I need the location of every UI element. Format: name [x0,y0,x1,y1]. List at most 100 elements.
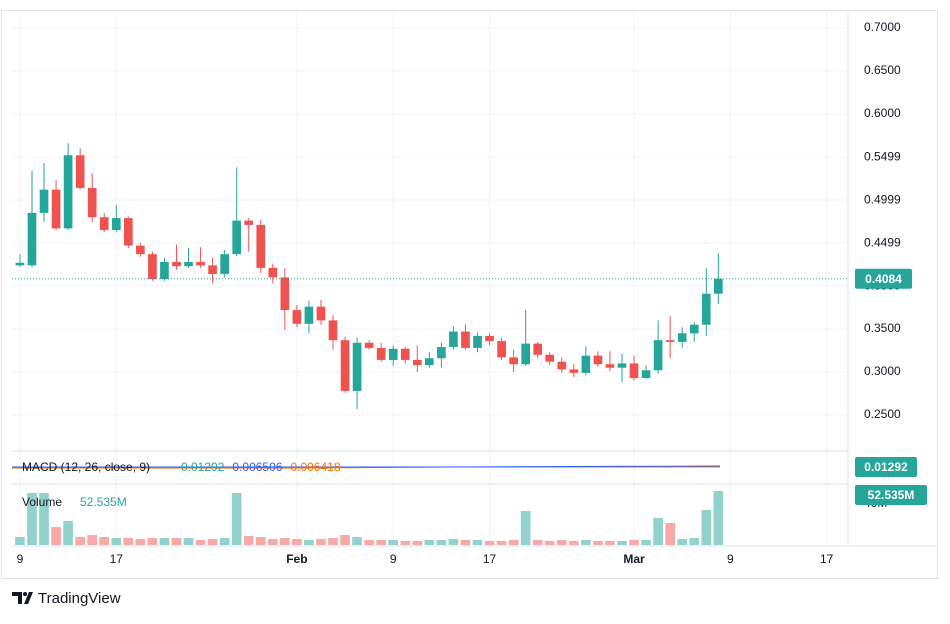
candle-body [509,357,518,365]
volume-bar [496,540,507,545]
candle-body [473,335,482,348]
y-tick-label: 0.3000 [864,364,901,378]
x-tick-label: Mar [623,552,645,566]
last-price-box [855,268,912,289]
volume-bar [316,539,326,545]
volume-bar [484,540,495,545]
volume-bar [689,538,700,545]
candle-body [196,261,205,266]
y-tick-label: 0.2500 [864,407,901,421]
macd-line [12,465,721,468]
candle-body [123,218,133,246]
candle-body [449,331,458,348]
x-tick-label: 9 [390,552,397,566]
y-tick-label: 0.7000 [864,20,901,34]
x-tick-label: 9 [727,552,734,566]
candle-body [63,155,73,229]
candle-body [521,343,530,365]
candle-body [148,254,157,280]
candle-body [653,340,663,371]
volume-label: Volume [22,495,62,509]
candle-body [99,217,109,231]
candle-body [184,261,193,267]
candle-body [160,261,169,280]
y-tick-label: 0.3500 [864,321,901,335]
candle-body [437,347,446,359]
volume-bar [581,539,591,545]
candle-body [27,212,37,266]
volume-bar [701,509,712,545]
labels: MACD (12, 26, close, 9) Volume 52.535M 9… [17,20,927,566]
candle-body [352,342,362,391]
candle-body [581,355,591,373]
candle-body [340,340,350,391]
candle-body [111,218,121,231]
volume-bar [617,540,627,545]
volume-bar [460,539,471,545]
volume-bar [520,510,531,545]
candle-body [280,277,290,311]
volume-bar [641,539,651,545]
volume-bar [328,538,338,545]
volume-bar [207,539,218,545]
brand-name: TradingView [38,590,121,607]
volume-bar [593,540,603,545]
candle-body [136,245,145,255]
x-tick-label: 17 [820,552,834,566]
candle-body [220,254,229,274]
volume-bar [135,539,146,545]
volume-bar [605,540,615,545]
candle-body [629,363,639,379]
macd-value-box [855,457,917,477]
candle-body [641,370,651,379]
candle-body [87,187,97,218]
candle-body [75,155,85,188]
y-tick-label: 0.5499 [864,149,901,163]
volume-bar [448,539,459,545]
volume-bar [183,538,194,545]
candle-body [316,306,326,321]
x-tick-label: 17 [110,552,124,566]
volume-bar [171,538,182,545]
chart-frame [1,10,938,579]
volume-bar [159,538,170,545]
candle-body [51,189,61,229]
grid [12,10,848,546]
marks [12,143,848,545]
volume-bar [51,527,61,545]
volume-bar [195,539,206,545]
candle-body [533,343,543,355]
candle-body [557,361,567,370]
volume-bar [677,539,688,545]
volume-bar [267,539,278,545]
volume-bar [87,535,98,545]
volume-value: 52.535M [80,495,127,509]
candle-body [292,310,302,324]
volume-bar [147,538,158,545]
candle-body [304,306,314,324]
candle-body [172,261,181,267]
volume-bar [304,539,314,545]
volume-bar [340,535,350,545]
volume-bar [364,539,374,545]
candle-body [425,358,434,366]
volume-bar [412,540,423,545]
volume-bar [508,539,519,545]
candle-body [689,324,699,334]
candle-body [328,320,338,341]
candle-body [665,340,675,342]
y-tick-label: 0.4999 [864,192,901,206]
brand-logo [12,592,33,604]
volume-bar [713,491,724,545]
volume-value-box [855,485,927,505]
candle-body [412,359,422,366]
macd-label: MACD (12, 26, close, 9) [22,460,150,474]
x-tick-label: Feb [286,552,307,566]
candle-body [256,224,266,268]
candle-body [545,354,555,362]
y-tick-label: 0.6000 [864,106,901,120]
volume-bar [665,523,675,545]
volume-bar [111,538,122,545]
candle-body [617,363,627,368]
volume-bar [544,540,555,545]
